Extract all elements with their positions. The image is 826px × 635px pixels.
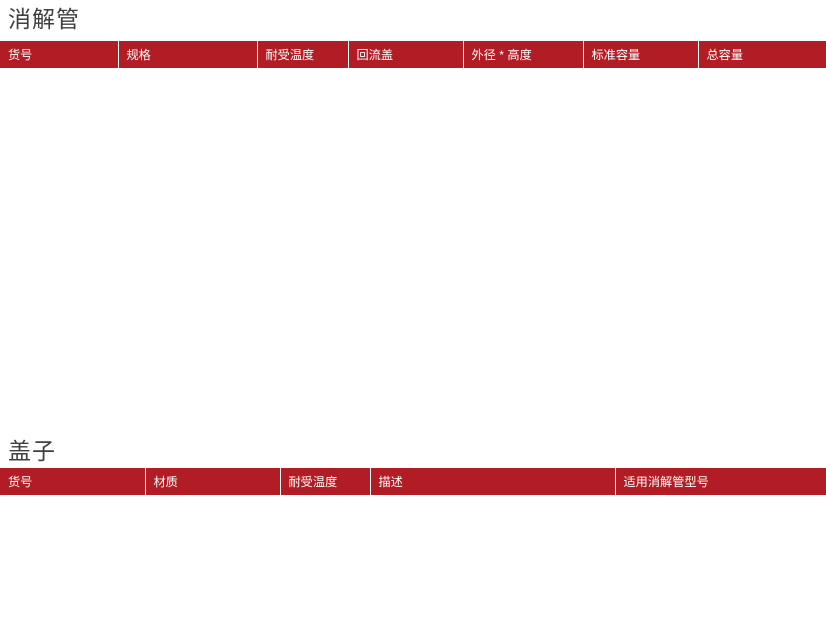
column-header-standard-volume: 标准容量 [583, 41, 699, 68]
column-header-dimensions: 外径 * 高度 [463, 41, 584, 68]
table-header-row: 货号 规格 耐受温度 回流盖 外径 * 高度 标准容量 总容量 [0, 41, 826, 68]
column-header-temperature: 耐受温度 [257, 41, 349, 68]
tubes-table-container: 货号 规格 耐受温度 回流盖 外径 * 高度 标准容量 总容量 [0, 41, 826, 68]
digestion-tubes-table: 货号 规格 耐受温度 回流盖 外径 * 高度 标准容量 总容量 [0, 41, 826, 68]
table-header-row: 货号 材质 耐受温度 描述 适用消解管型号 [0, 468, 826, 495]
caps-table: 货号 材质 耐受温度 描述 适用消解管型号 [0, 468, 826, 495]
column-header-total-volume: 总容量 [698, 41, 826, 68]
column-header-description: 描述 [370, 468, 616, 495]
column-header-spec: 规格 [118, 41, 258, 68]
page-title-tubes: 消解管 [8, 6, 80, 32]
page-title-caps: 盖子 [8, 438, 56, 464]
column-header-temperature: 耐受温度 [280, 468, 371, 495]
column-header-part-number: 货号 [0, 468, 146, 495]
column-header-reflux-cap: 回流盖 [348, 41, 464, 68]
column-header-compatible-tubes: 适用消解管型号 [615, 468, 826, 495]
column-header-part-number: 货号 [0, 41, 119, 68]
caps-table-container: 货号 材质 耐受温度 描述 适用消解管型号 [0, 468, 826, 495]
column-header-material: 材质 [145, 468, 281, 495]
